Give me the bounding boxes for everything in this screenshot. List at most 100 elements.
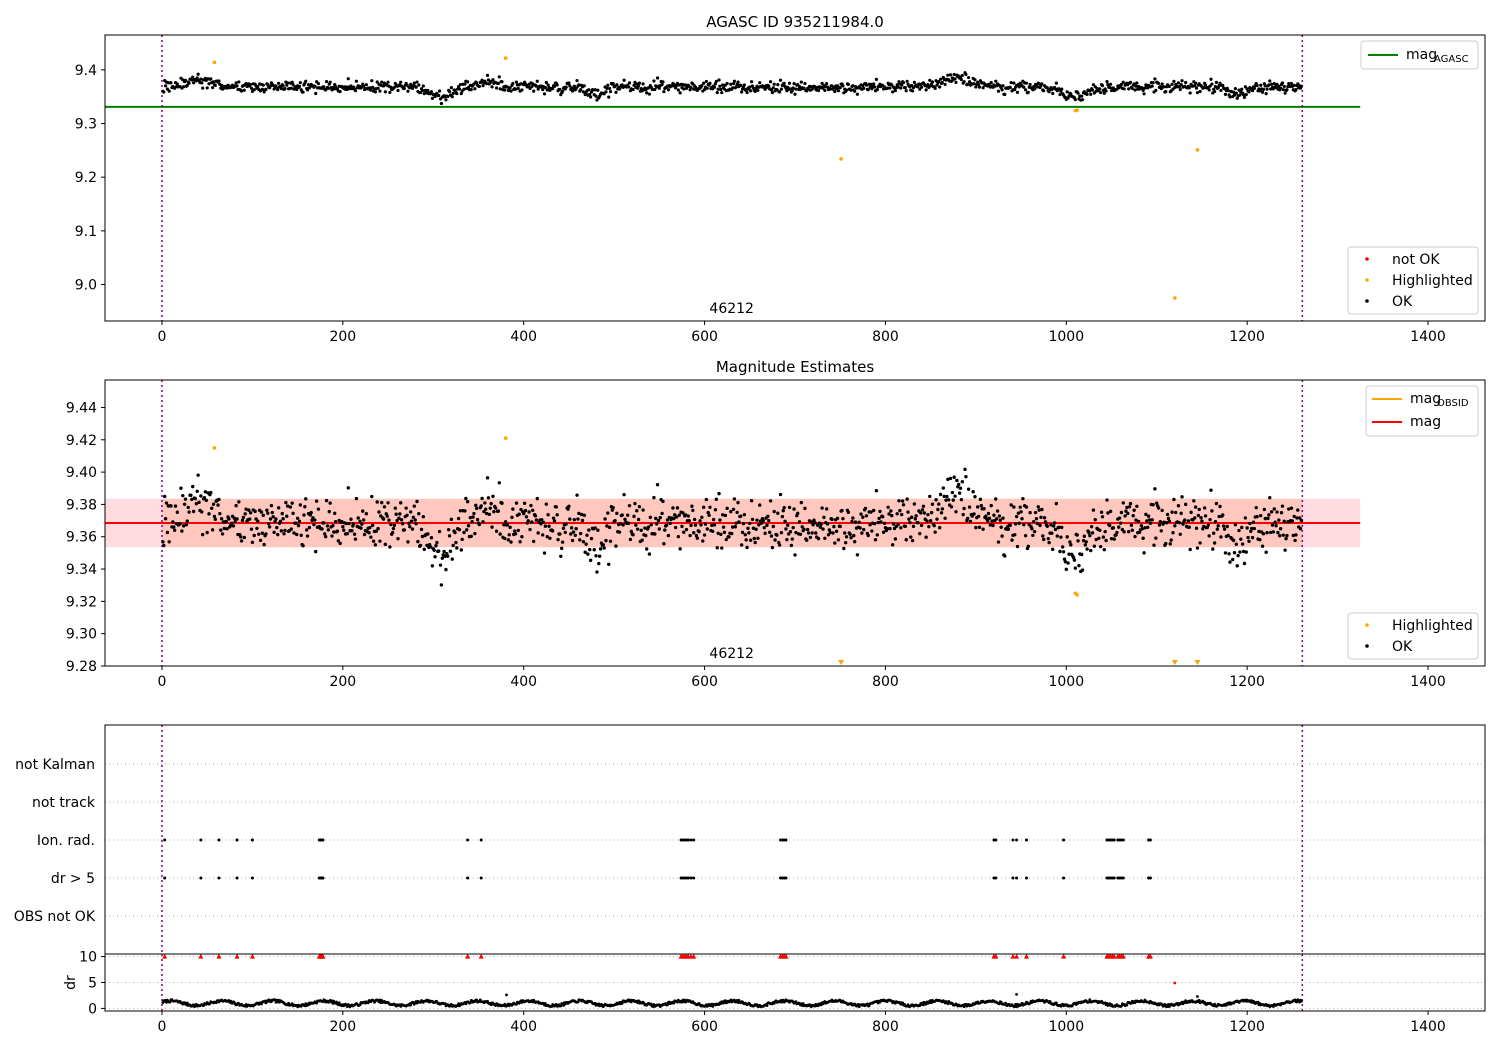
agasc-highlighted-point [1195,148,1200,152]
estimates-ok-point [713,508,718,512]
estimates-xtick-label: 400 [510,674,537,690]
estimates-ok-point [500,501,504,505]
agasc-ok-point [396,88,400,93]
estimates-ok-point [464,496,468,501]
estimates-ok-point [987,516,992,520]
estimates-ok-point [717,491,721,496]
estimates-ok-point [172,528,177,532]
estimates-ok-point [758,503,762,507]
estimates-ok-point [928,494,932,499]
estimates-ok-point [548,536,552,541]
agasc-ok-point [1172,79,1176,83]
estimates-ok-point [834,529,839,534]
agasc-ok-point [589,95,593,99]
estimates-ok-point [656,518,661,523]
agasc-ok-point [1259,83,1263,87]
agasc-ok-point [1170,82,1174,86]
estimates-ok-point [694,533,699,538]
agasc-ok-point [611,81,615,86]
estimates-ok-point [413,518,417,522]
estimates-ok-point [1089,548,1093,553]
estimates-ok-point [1212,541,1217,545]
estimates-ok-point [723,513,728,518]
agasc-ok-point [1054,81,1058,85]
agasc-ok-point [192,81,196,85]
estimates-ok-point [362,532,367,537]
agasc-ok-point [928,78,932,82]
agasc-ok-point [793,92,797,96]
agasc-ok-point [412,81,416,85]
estimates-ok-point [593,526,597,530]
estimates-ok-point [640,538,644,542]
agasc-ok-point [905,79,909,83]
estimates-ok-point [692,531,696,535]
estimates-ok-point [181,493,185,498]
estimates-ok-point [370,523,375,527]
agasc-ok-point [1024,81,1029,85]
estimates-xtick-label: 1200 [1229,674,1265,690]
estimates-ok-point [503,520,508,524]
estimates-ok-point [361,518,366,522]
estimates-xtick-label: 1000 [1048,674,1084,690]
flags-row-label: dr > 5 [51,871,95,887]
estimates-ok-point [534,518,539,522]
estimates-ok-point [1119,510,1124,515]
estimates-ok-point [469,534,473,538]
estimates-ok-point [410,527,415,531]
estimates-ok-point [332,530,336,534]
estimates-ok-point [701,505,706,510]
estimates-ok-point [449,517,454,522]
estimates-ok-point [1000,534,1004,538]
estimates-ok-point [840,508,844,513]
agasc-ok-point [1076,91,1080,95]
estimates-obsid-label: 46212 [709,646,754,662]
estimates-ok-point [654,522,659,526]
agasc-ok-point [242,88,246,92]
dr-point [672,1001,676,1005]
estimates-ok-point [540,533,545,537]
estimates-ok-point [1053,527,1058,532]
agasc-ok-point [1009,81,1013,85]
estimates-ok-point [470,520,474,524]
agasc-ok-point [477,84,481,89]
estimates-ok-point [1050,531,1054,535]
agasc-ok-point [200,81,204,85]
estimates-ok-point [420,534,425,539]
agasc-ok-point [497,75,501,79]
estimates-ok-point [1133,534,1137,539]
flags-flag-point [1148,876,1152,880]
estimates-ok-point [1072,558,1077,562]
estimates-ok-point [588,558,593,563]
estimates-ok-point [448,549,453,553]
estimates-ok-point [881,515,885,519]
estimates-ok-point [345,531,350,536]
estimates-ok-point [540,518,544,522]
estimates-ok-point [338,541,342,546]
dr-ytick-label: 10 [79,950,97,966]
estimates-ok-point [1134,518,1138,522]
estimates-ok-point [628,537,633,542]
agasc-ok-point [637,81,642,85]
agasc-xtick-label: 600 [691,329,718,345]
estimates-ok-point [1061,550,1066,554]
estimates-ok-point [721,525,726,529]
agasc-ok-point [778,78,783,82]
agasc-ok-point [190,78,194,82]
estimates-ok-point [360,522,364,526]
agasc-ok-point [1058,92,1062,97]
dr-point [649,1002,653,1006]
agasc-ok-point [989,81,993,85]
estimates-highlighted-point [503,436,508,440]
agasc-ok-point [778,90,782,94]
agasc-ok-point [742,83,746,87]
estimates-ok-point [657,527,662,531]
estimates-ok-point [661,499,665,504]
estimates-ok-point [1026,544,1031,549]
estimates-ok-point [510,515,514,520]
estimates-ok-point [185,519,189,523]
estimates-ok-point [908,520,912,525]
dr-extra-point [505,993,508,997]
estimates-ok-point [974,525,978,530]
agasc-ok-point [627,85,631,89]
